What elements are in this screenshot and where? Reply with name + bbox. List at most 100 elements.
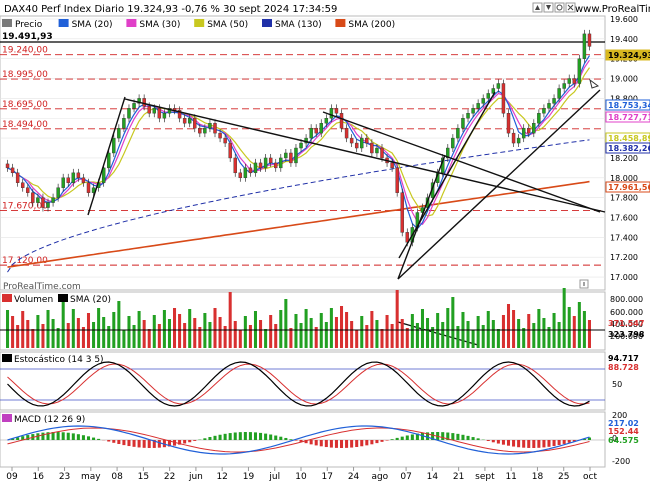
stoch-k-line: [7, 361, 590, 407]
candle-body: [46, 202, 50, 208]
volume-bar: [223, 326, 227, 348]
volume-bar: [66, 323, 70, 348]
volume-bar: [162, 310, 166, 348]
macd-histogram-bar: [233, 432, 237, 440]
macd-histogram-bar: [92, 437, 96, 440]
panel-options-icon[interactable]: [579, 279, 589, 289]
legend-swatch: [262, 19, 272, 27]
price-badge-label: 18.727,71: [608, 113, 650, 122]
legend-label: SMA (20): [72, 20, 113, 30]
price-badge-label: 18.753,34: [608, 101, 650, 110]
volume-bar: [61, 294, 65, 348]
volume-bar: [456, 326, 460, 348]
legend-label: SMA (200): [348, 20, 395, 30]
legend-label: Precio: [15, 20, 43, 30]
macd-histogram-bar: [76, 434, 80, 440]
x-tick-label: 21: [453, 472, 464, 482]
volume-bar: [248, 325, 252, 348]
macd-legend: MACD (12 26 9): [2, 414, 85, 425]
arrow-down-icon[interactable]: [543, 2, 554, 13]
volume-bar: [142, 320, 146, 348]
macd-badge-label: 217.02: [608, 419, 639, 428]
macd-histogram-bar: [208, 437, 212, 440]
trend-line: [398, 91, 496, 259]
price-tick-label: 19.000: [610, 75, 638, 84]
candle-body: [294, 147, 298, 164]
x-tick-label: jul: [268, 472, 280, 482]
candle-body: [167, 108, 172, 114]
volume-bar: [481, 325, 485, 348]
candle-body: [395, 167, 399, 193]
x-tick-label: oct: [583, 472, 597, 482]
candle-body: [61, 177, 65, 188]
candle-body: [268, 157, 273, 164]
macd-histogram-bar: [527, 440, 531, 448]
candle-body: [521, 127, 526, 139]
x-tick-label: 24: [348, 472, 360, 482]
macd-histogram-bar: [26, 435, 30, 440]
macd-histogram-bar: [66, 432, 70, 440]
volume-bar: [218, 317, 222, 348]
macd-histogram-bar: [228, 433, 232, 440]
volume-bar: [188, 309, 192, 348]
volume-bar: [279, 310, 283, 348]
macd-badge-label: 64.575: [608, 436, 639, 445]
volume-bar: [183, 323, 187, 348]
macd-histogram-bar: [107, 440, 111, 442]
volume-bar: [431, 327, 435, 348]
volume-bar: [299, 323, 303, 348]
macd-histogram-bar: [446, 432, 450, 440]
macd-histogram-bar: [410, 434, 414, 440]
macd-histogram-bar: [370, 440, 374, 445]
volume-bar: [314, 327, 318, 348]
macd-histogram-bar: [127, 440, 131, 447]
candle-body: [208, 123, 212, 129]
sma-200-line: [7, 180, 590, 268]
level-label: 18.494,00: [2, 120, 48, 130]
volume-bar: [451, 297, 455, 348]
volume-bar: [26, 320, 30, 348]
candle-body: [309, 127, 313, 139]
volume-bar: [309, 318, 313, 348]
toolbar: [532, 2, 576, 13]
macd-histogram-bar: [355, 440, 359, 448]
candle-body: [86, 182, 91, 193]
macd-histogram-bar: [97, 438, 101, 440]
candle-body: [274, 162, 278, 169]
volume-bar: [380, 329, 384, 348]
legend-label: SMA (30): [139, 20, 180, 30]
volume-bar: [496, 329, 500, 348]
volume-bar: [527, 314, 531, 348]
volume-bar: [132, 325, 136, 348]
x-tick-label: 17: [322, 472, 333, 482]
candle-body: [319, 123, 323, 134]
macd-histogram-bar: [178, 440, 182, 445]
volume-bar: [365, 325, 369, 348]
candle-body: [152, 108, 156, 114]
arrow-up-icon[interactable]: [532, 2, 543, 13]
candle-body: [253, 162, 258, 174]
refresh-icon[interactable]: [554, 2, 565, 13]
x-tick-label: 15: [138, 472, 149, 482]
stoch-badge-label: 94.717: [608, 354, 639, 363]
macd-histogram-bar: [456, 433, 460, 440]
close-icon[interactable]: [565, 2, 576, 13]
candle-body: [117, 127, 121, 139]
volume-bar: [173, 308, 177, 348]
candle-body: [547, 103, 551, 109]
macd-histogram-bar: [269, 434, 273, 440]
volume-bar: [294, 314, 298, 348]
macd-histogram-bar: [11, 438, 15, 440]
macd-histogram-bar: [289, 439, 293, 440]
candle-body: [516, 137, 521, 144]
macd-histogram-bar: [572, 440, 576, 442]
candle-body: [147, 106, 151, 114]
macd-histogram-bar: [426, 432, 430, 440]
macd-histogram-bar: [56, 432, 60, 440]
volume-bar: [547, 327, 551, 348]
volume-bar: [76, 318, 80, 348]
volume-bar: [572, 316, 576, 348]
volume-bar: [193, 318, 197, 348]
x-tick-label: 09: [6, 472, 18, 482]
site-link[interactable]: www.ProRealTime.com: [575, 4, 650, 15]
